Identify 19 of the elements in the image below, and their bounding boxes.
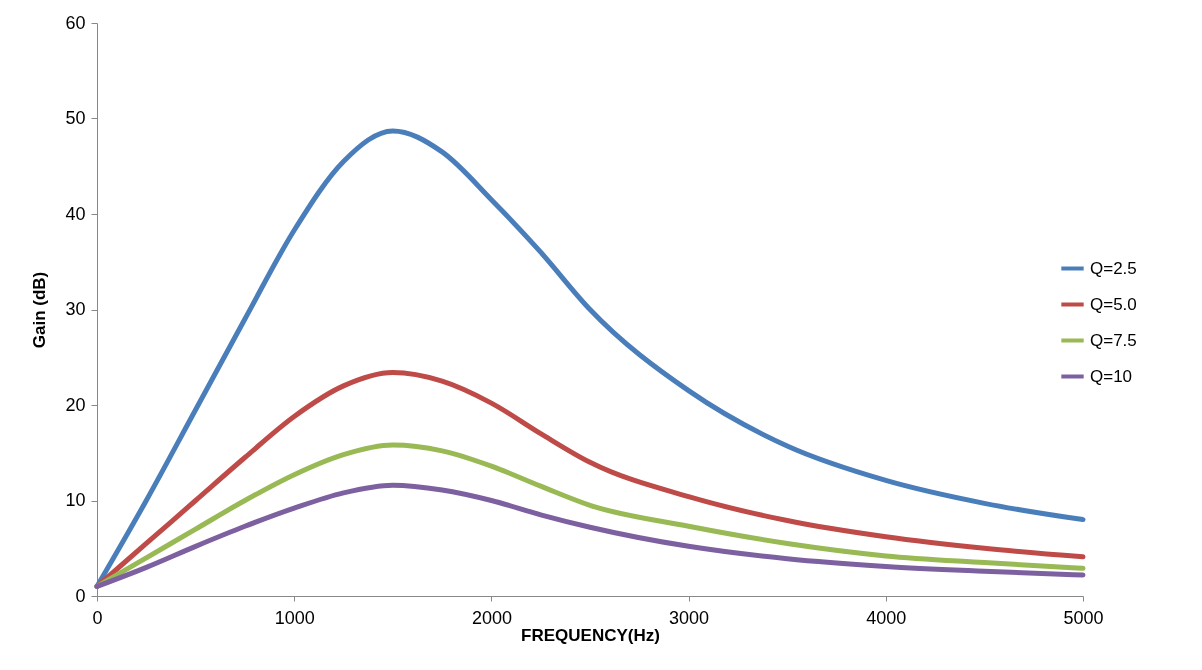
y-tick-label: 50 [65, 108, 86, 128]
y-tick-label: 20 [65, 394, 86, 415]
x-tick-label: 1000 [274, 607, 315, 628]
x-axis-title: FREQUENCY(Hz) [521, 625, 660, 645]
x-tick-label: 4000 [866, 607, 907, 628]
x-tick-label: 3000 [669, 607, 710, 628]
y-tick-label: 10 [65, 490, 86, 510]
y-tick-label: 30 [65, 299, 86, 319]
legend-label: Q=7.5 [1090, 330, 1137, 350]
y-axis-title: Gain (dB) [30, 271, 50, 349]
legend-label: Q=10 [1090, 366, 1133, 386]
x-tick-label: 5000 [1063, 607, 1104, 628]
x-tick-label: 2000 [471, 607, 512, 628]
y-tick-label: 0 [75, 585, 86, 606]
legend-label: Q=5.0 [1090, 294, 1137, 314]
x-tick-label: 0 [92, 607, 103, 628]
y-tick-label: 40 [65, 203, 86, 224]
legend-label: Q=2.5 [1090, 258, 1137, 278]
y-tick-label: 60 [65, 12, 86, 33]
